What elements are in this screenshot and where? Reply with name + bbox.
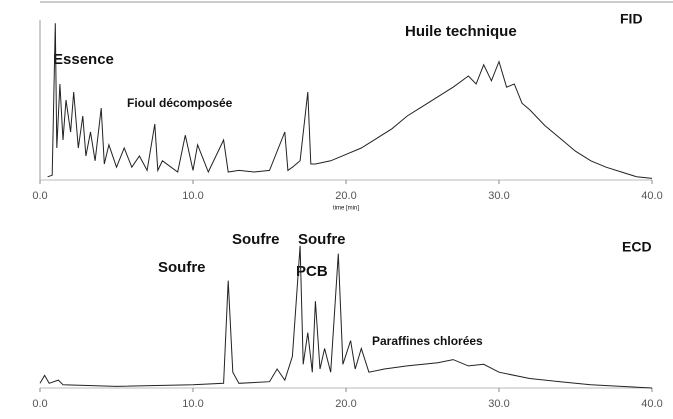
x-axis-label: time [min] — [333, 206, 359, 212]
detector-label: ECD — [622, 239, 652, 255]
annotation: Essence — [53, 51, 114, 68]
trace — [39, 245, 653, 389]
x-tick-label: 20.0 — [335, 190, 356, 202]
x-tick-label: 20.0 — [335, 398, 356, 410]
trace — [47, 23, 653, 179]
annotation: PCB — [296, 263, 328, 280]
x-tick-label: 40.0 — [641, 398, 662, 410]
x-tick-label: 30.0 — [488, 190, 509, 202]
detector-label: FID — [620, 11, 643, 27]
x-tick-label: 30.0 — [488, 398, 509, 410]
annotation: Huile technique — [405, 23, 517, 40]
annotation: Fioul décomposée — [127, 96, 233, 110]
x-tick-label: 10.0 — [182, 190, 203, 202]
annotation: Soufre — [232, 231, 280, 248]
x-tick-label: 0.0 — [32, 398, 47, 410]
annotation: Paraffines chlorées — [372, 334, 483, 348]
x-tick-label: 40.0 — [641, 190, 662, 202]
x-tick-label: 0.0 — [32, 190, 47, 202]
annotation: Soufre — [298, 231, 346, 248]
annotation: Soufre — [158, 259, 206, 276]
x-tick-label: 10.0 — [182, 398, 203, 410]
